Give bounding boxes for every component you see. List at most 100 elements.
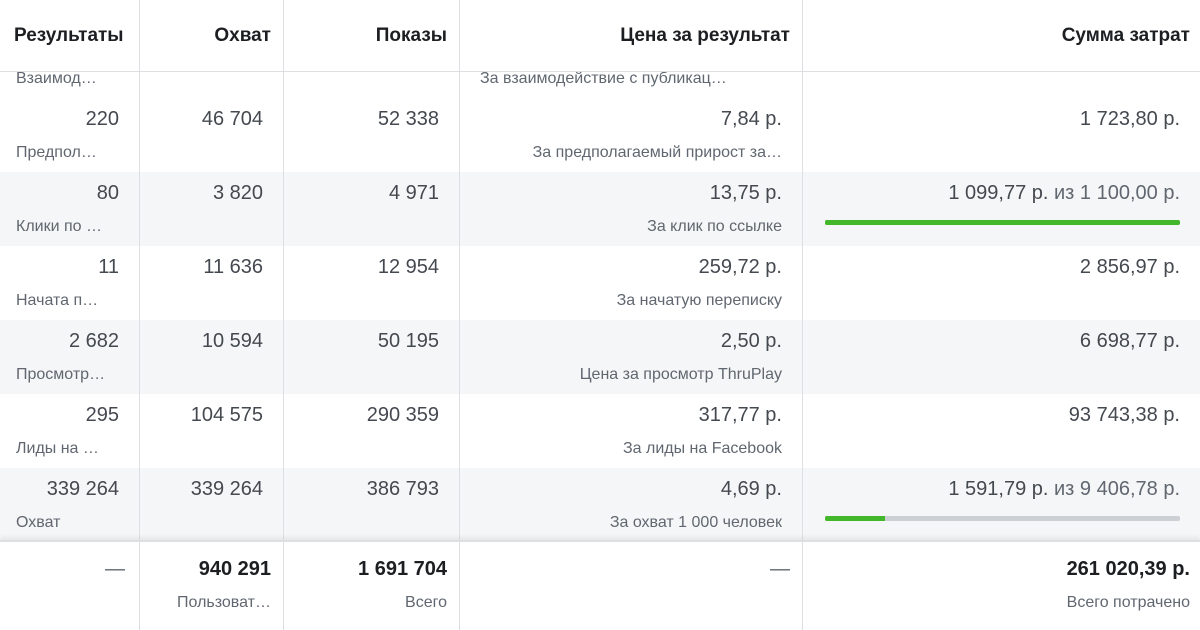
column-header-cost-per-result[interactable]: Цена за результат: [460, 0, 803, 72]
impressions-value: 52 338: [377, 108, 439, 130]
cell-results: 11 Начата п…: [0, 246, 140, 320]
cell-spend: [803, 72, 1200, 98]
table-row[interactable]: 80 Клики по … 3 820 4 971 13,75 р. За клик по…: [0, 172, 1200, 246]
cell-reach: 46 704: [140, 98, 284, 172]
results-subtitle: Клики по …: [16, 218, 102, 235]
cost-subtitle: За клик по ссылке: [647, 218, 782, 235]
budget-progress-bar: [825, 516, 1180, 521]
column-header-reach[interactable]: Охват: [140, 0, 284, 72]
table-header: Результаты Охват Показы Цена за результа…: [0, 0, 1200, 72]
spend-budget-limit: из 9 406,78 р.: [1048, 478, 1180, 500]
table-row[interactable]: 11 Начата п… 11 636 12 954 259,72 р. За начат…: [0, 246, 1200, 320]
cost-subtitle: За начатую переписку: [616, 292, 782, 309]
results-value: 339 264: [46, 478, 119, 500]
cell-spend: 6 698,77 р.: [803, 320, 1200, 394]
table-row[interactable]: 220 Предпол… 46 704 52 338 7,84 р. За предпол…: [0, 98, 1200, 172]
cell-reach: 3 820: [140, 172, 284, 246]
cell-cost: 2,50 р. Цена за просмотр ThruPlay: [460, 320, 803, 394]
total-impressions-cell: 1 691 704 Всего: [284, 542, 460, 630]
spend-value: 1 591,79 р. из 9 406,78 р.: [948, 478, 1180, 501]
cell-impressions: [284, 72, 460, 98]
results-value: 2 682: [68, 330, 119, 352]
cell-impressions: 52 338: [284, 98, 460, 172]
cell-spend: 1 723,80 р.: [803, 98, 1200, 172]
results-subtitle: Взаимод…: [16, 72, 97, 87]
spend-value: 93 743,38 р.: [1069, 404, 1180, 427]
total-cost-cell: —: [460, 542, 803, 630]
cost-value: 4,69 р.: [720, 478, 782, 500]
cost-subtitle: За лиды на Facebook: [622, 440, 782, 457]
cost-subtitle: За предполагаемый прирост за…: [532, 144, 782, 161]
table-row-partial[interactable]: Взаимод… За взаимодействие с публикац…: [0, 72, 1200, 98]
total-results-cell: —: [0, 542, 140, 630]
results-value: 220: [85, 108, 119, 130]
column-header-impressions[interactable]: Показы: [284, 0, 460, 72]
total-spend-cell: 261 020,39 р. Всего потрачено: [803, 542, 1200, 630]
impressions-value: 50 195: [377, 330, 439, 352]
results-value: 295: [85, 404, 119, 426]
total-reach-subtitle: Пользоват…: [177, 594, 271, 611]
results-subtitle: Лиды на …: [16, 440, 99, 457]
cost-subtitle: За взаимодействие с публикац…: [480, 72, 727, 87]
impressions-value: 290 359: [366, 404, 439, 426]
spend-value: 1 723,80 р.: [1080, 108, 1180, 131]
total-results-value: —: [105, 558, 125, 580]
spend-amount: 2 856,97 р.: [1079, 256, 1180, 278]
reach-value: 10 594: [201, 330, 263, 352]
total-impressions-subtitle: Всего: [405, 594, 447, 611]
spend-value: 6 698,77 р.: [1080, 330, 1180, 353]
cell-results: Взаимод…: [0, 72, 140, 98]
table-row[interactable]: 339 264 Охват 339 264 386 793 4,69 р. За охва…: [0, 468, 1200, 540]
cost-value: 259,72 р.: [698, 256, 782, 278]
spend-amount: 6 698,77 р.: [1079, 330, 1180, 352]
budget-progress-bar: [825, 220, 1180, 225]
reach-value: 3 820: [212, 182, 263, 204]
table-row[interactable]: 2 682 Просмотр… 10 594 50 195 2,50 р. Цена за…: [0, 320, 1200, 394]
total-spend-subtitle: Всего потрачено: [1066, 594, 1190, 611]
cell-reach: 339 264: [140, 468, 284, 540]
table-row[interactable]: 295 Лиды на … 104 575 290 359 317,77 р. За ли…: [0, 394, 1200, 468]
spend-amount: 93 743,38 р.: [1068, 404, 1180, 426]
cell-impressions: 4 971: [284, 172, 460, 246]
table-totals-row: — 940 291 Пользоват… 1 691 704 Всего — 2…: [0, 540, 1200, 630]
cell-spend: 2 856,97 р.: [803, 246, 1200, 320]
cell-results: 295 Лиды на …: [0, 394, 140, 468]
cost-value: 13,75 р.: [709, 182, 782, 204]
cell-spend: 1 591,79 р. из 9 406,78 р.: [803, 468, 1200, 540]
impressions-value: 4 971: [388, 182, 439, 204]
cost-subtitle: За охват 1 000 человек: [609, 514, 782, 531]
results-subtitle: Просмотр…: [16, 366, 106, 383]
total-spend-value: 261 020,39 р.: [1066, 558, 1190, 580]
results-subtitle: Начата п…: [16, 292, 99, 309]
table-body: Взаимод… За взаимодействие с публикац… 2…: [0, 72, 1200, 540]
results-subtitle: Предпол…: [16, 144, 97, 161]
impressions-value: 12 954: [377, 256, 439, 278]
total-reach-value: 940 291: [198, 558, 271, 580]
spend-amount: 1 591,79 р.: [948, 478, 1049, 500]
results-value: 80: [96, 182, 119, 204]
budget-progress-fill: [825, 220, 1180, 225]
cost-value: 317,77 р.: [698, 404, 782, 426]
cell-results: 339 264 Охват: [0, 468, 140, 540]
column-header-results[interactable]: Результаты: [0, 0, 140, 72]
cell-impressions: 290 359: [284, 394, 460, 468]
cell-cost: 7,84 р. За предполагаемый прирост за…: [460, 98, 803, 172]
cell-cost: 259,72 р. За начатую переписку: [460, 246, 803, 320]
cell-impressions: 50 195: [284, 320, 460, 394]
cell-reach: 104 575: [140, 394, 284, 468]
impressions-value: 386 793: [366, 478, 439, 500]
cell-cost: 13,75 р. За клик по ссылке: [460, 172, 803, 246]
cell-results: 2 682 Просмотр…: [0, 320, 140, 394]
column-header-amount-spent[interactable]: Сумма затрат: [1061, 25, 1190, 46]
cell-cost: 317,77 р. За лиды на Facebook: [460, 394, 803, 468]
budget-progress-fill: [825, 516, 885, 521]
total-impressions-value: 1 691 704: [358, 558, 447, 580]
cell-results: 220 Предпол…: [0, 98, 140, 172]
cost-subtitle: Цена за просмотр ThruPlay: [579, 366, 782, 383]
total-reach-cell: 940 291 Пользоват…: [140, 542, 284, 630]
cell-impressions: 386 793: [284, 468, 460, 540]
cell-reach: 10 594: [140, 320, 284, 394]
spend-value: 2 856,97 р.: [1080, 256, 1180, 279]
results-value: 11: [98, 256, 119, 278]
